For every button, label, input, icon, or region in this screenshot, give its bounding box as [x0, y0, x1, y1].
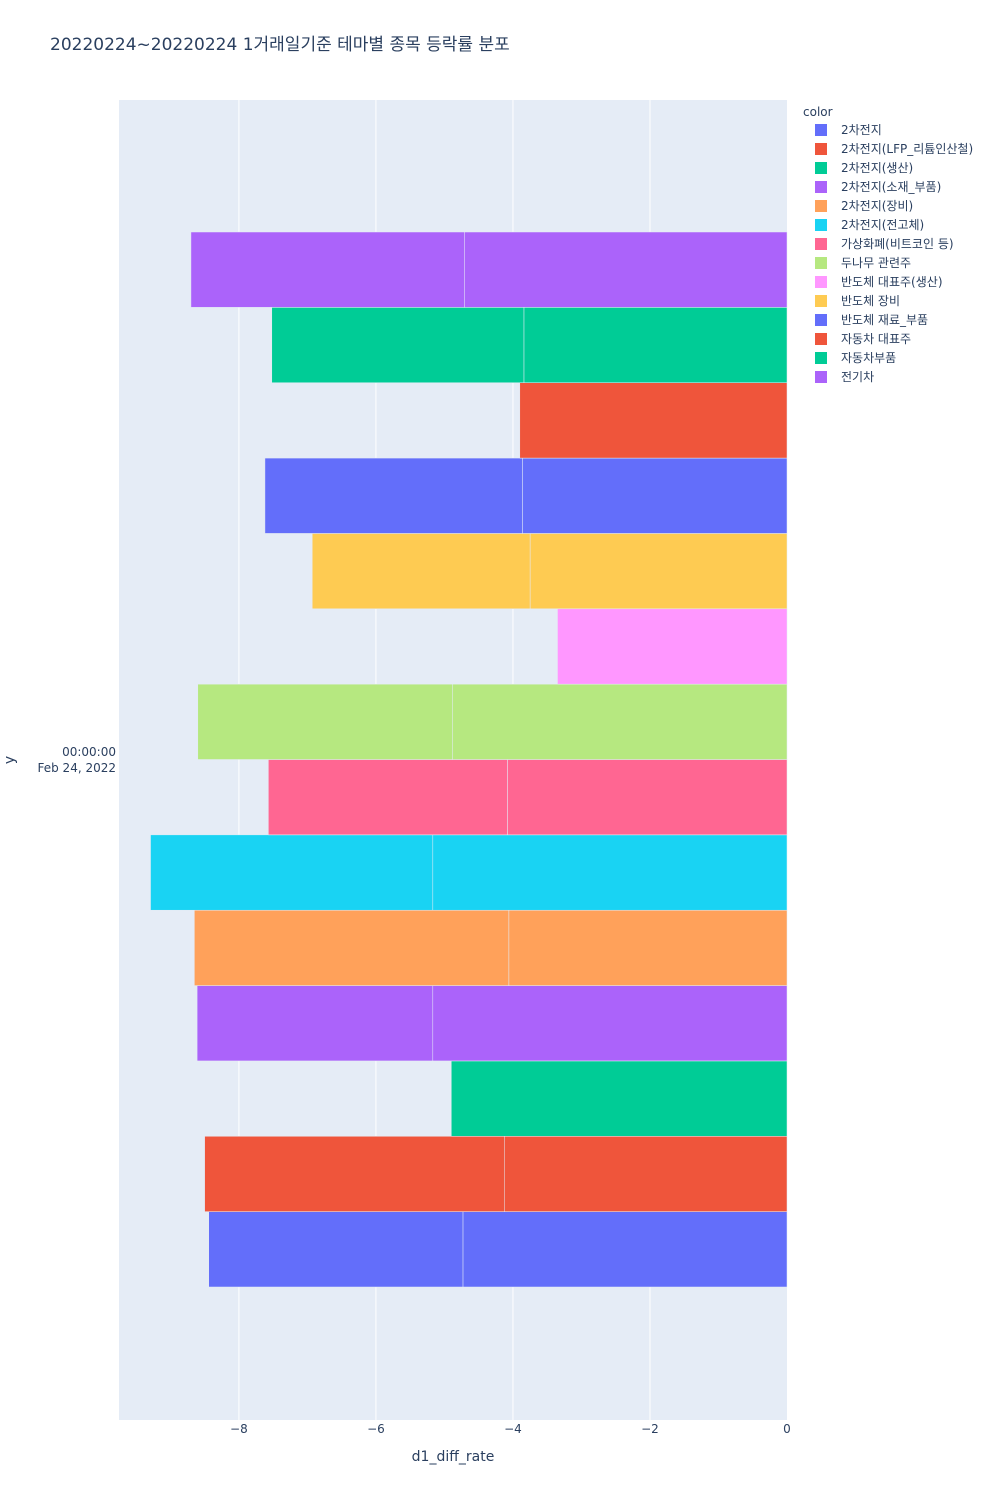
legend-label: 반도체 대표주(생산)	[841, 275, 943, 289]
bar-segment[interactable]: 두나무 관련주: -3.72	[197, 683, 453, 760]
legend-item[interactable]: 전기차	[815, 370, 874, 384]
x-axis-ticks: −8 −6 −4 −2 0	[230, 1422, 791, 1436]
legend-swatch	[815, 238, 827, 250]
legend-label: 자동차 대표주	[841, 332, 911, 346]
legend-label: 반도체 재료_부품	[841, 313, 928, 327]
bar-segment[interactable]: 두나무 관련주: -4.88	[452, 683, 788, 760]
legend-label: 2차전지	[841, 123, 882, 137]
bar-segment[interactable]: 2차전지(소재_부품): -5.17	[432, 985, 788, 1062]
legend-item[interactable]: 자동차 대표주	[815, 332, 911, 346]
bar-segment[interactable]: 반도체 장비: -3.18	[311, 533, 531, 610]
bar-segment[interactable]: 2차전지: -4.73	[462, 1211, 788, 1288]
bar-segment[interactable]: 2차전지(LFP_리튬인산철): -4.38	[204, 1136, 505, 1212]
bar-segment[interactable]: 전기차: -4.71	[464, 231, 788, 308]
legend-swatch	[815, 124, 827, 136]
legend-item[interactable]: 가상화폐(비트코인 등)	[815, 237, 954, 251]
legend-item[interactable]: 2차전지(전고체)	[815, 218, 924, 232]
legend-swatch	[815, 333, 827, 345]
legend-label: 2차전지(전고체)	[841, 218, 924, 232]
bar-segment[interactable]: 2차전지(장비): -4.59	[194, 909, 510, 986]
x-tick-label: −8	[230, 1422, 248, 1436]
legend-label: 반도체 장비	[841, 294, 900, 308]
x-axis-title: d1_diff_rate	[412, 1449, 495, 1465]
bar-stack: 2차전지: -4.732차전지: -3.712차전지(LFP_리튬인산철): -…	[150, 231, 788, 1288]
bar-segment[interactable]: 반도체 대표주(생산): -3.35	[557, 608, 788, 685]
legend-label: 두나무 관련주	[841, 256, 911, 270]
bar-segment[interactable]: 자동차부품: -3.68	[271, 307, 525, 383]
bar-segment[interactable]: 2차전지(전고체): -4.12	[150, 834, 434, 911]
legend[interactable]: color 2차전지 2차전지(LFP_리튬인산철) 2차전지(생산) 2차전지(소재…	[803, 105, 973, 384]
bar-segment[interactable]: 2차전지(전고체): -5.17	[432, 834, 788, 911]
legend-item[interactable]: 반도체 재료_부품	[815, 313, 928, 327]
bar-segment[interactable]: 가상화폐(비트코인 등): -3.49	[268, 759, 508, 836]
legend-item[interactable]: 두나무 관련주	[815, 256, 911, 270]
x-tick-label: −2	[641, 1422, 659, 1436]
legend-swatch	[815, 219, 827, 231]
legend-swatch	[815, 257, 827, 269]
x-tick-label: 0	[783, 1422, 791, 1436]
legend-swatch	[815, 200, 827, 212]
bar-segment[interactable]: 자동차부품: -3.84	[523, 307, 788, 383]
y-tick-label-time: 00:00:00	[62, 745, 116, 759]
legend-label: 전기차	[841, 370, 874, 384]
legend-title: color	[803, 105, 833, 119]
legend-swatch	[815, 352, 827, 364]
legend-label: 가상화폐(비트코인 등)	[841, 237, 954, 251]
x-tick-label: −6	[367, 1422, 385, 1436]
y-tick-label-date: Feb 24, 2022	[38, 761, 117, 775]
legend-item[interactable]: 2차전지(소재_부품)	[815, 180, 941, 194]
x-tick-label: −4	[504, 1422, 522, 1436]
legend-swatch	[815, 314, 827, 326]
bar-segment[interactable]: 전기차: -3.99	[190, 231, 465, 308]
bar-segment[interactable]: 2차전지(생산): -4.9	[451, 1060, 788, 1137]
legend-swatch	[815, 295, 827, 307]
legend-item[interactable]: 자동차부품	[815, 351, 896, 365]
bar-segment[interactable]: 2차전지(소재_부품): -3.44	[196, 985, 434, 1062]
bar-segment[interactable]: 반도체 재료_부품: -3.86	[522, 457, 788, 534]
legend-swatch	[815, 162, 827, 174]
legend-item[interactable]: 2차전지(장비)	[815, 199, 913, 213]
legend-swatch	[815, 143, 827, 155]
legend-swatch	[815, 371, 827, 383]
bar-segment[interactable]: 가상화폐(비트코인 등): -4.08	[507, 759, 788, 836]
legend-label: 2차전지(장비)	[841, 199, 913, 213]
legend-item[interactable]: 2차전지(LFP_리튬인산철)	[815, 142, 973, 156]
legend-label: 2차전지(생산)	[841, 161, 913, 175]
bar-segment[interactable]: 2차전지(LFP_리튬인산철): -4.12	[504, 1136, 788, 1212]
legend-item[interactable]: 2차전지	[815, 123, 882, 137]
legend-label: 2차전지(LFP_리튬인산철)	[841, 142, 973, 156]
legend-label: 자동차부품	[841, 351, 896, 365]
chart-title: 20220224~20220224 1거래일기준 테마별 종목 등락률 분포	[50, 35, 510, 55]
legend-item[interactable]: 반도체 장비	[815, 294, 900, 308]
legend-swatch	[815, 276, 827, 288]
bar-segment[interactable]: 반도체 재료_부품: -3.76	[264, 457, 523, 534]
legend-item[interactable]: 반도체 대표주(생산)	[815, 275, 943, 289]
legend-item[interactable]: 2차전지(생산)	[815, 161, 913, 175]
y-axis-title: y	[2, 756, 18, 764]
bar-segment[interactable]: 반도체 장비: -3.75	[529, 533, 788, 610]
legend-swatch	[815, 181, 827, 193]
bar-segment[interactable]: 2차전지(장비): -4.06	[508, 909, 788, 986]
bar-segment[interactable]: 2차전지: -3.71	[208, 1211, 464, 1288]
legend-label: 2차전지(소재_부품)	[841, 180, 941, 194]
bar-segment[interactable]: 자동차 대표주: -3.9	[519, 382, 788, 459]
